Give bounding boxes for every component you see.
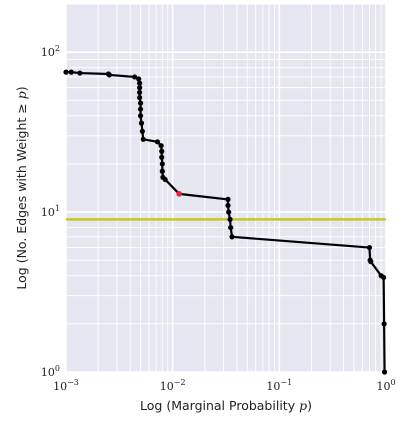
series-point <box>366 244 373 251</box>
series-point <box>159 168 165 174</box>
series-point <box>225 202 231 209</box>
series-point <box>138 120 145 126</box>
series-point <box>137 94 143 101</box>
x-tick-label: 10−2 <box>160 378 186 393</box>
series-point <box>226 209 232 215</box>
series-point <box>381 274 387 281</box>
series-point <box>77 70 83 76</box>
y-tick-labels: 100 101 102 <box>41 44 60 379</box>
series-point <box>381 321 387 327</box>
series-point <box>158 143 164 149</box>
series-point <box>368 259 374 265</box>
x-axis-label: Log (Marginal Probability p) <box>140 398 312 413</box>
series-point <box>132 74 138 80</box>
series-point <box>137 80 143 86</box>
x-tick-label: 100 <box>376 378 395 393</box>
x-tick-label: 10−1 <box>266 378 292 393</box>
series-point <box>139 128 145 134</box>
series-point <box>63 69 69 75</box>
y-tick-label: 101 <box>41 204 60 219</box>
series-point <box>159 148 165 154</box>
series-point <box>137 85 143 91</box>
series-point <box>381 369 388 375</box>
series-point <box>154 139 161 145</box>
series-point <box>140 136 146 142</box>
series-point <box>106 72 112 78</box>
series-point <box>68 69 74 75</box>
plot-background <box>66 4 386 372</box>
x-tick-label: 10−3 <box>53 378 79 393</box>
series-point <box>227 216 233 222</box>
series-point <box>228 224 234 231</box>
series-point <box>162 176 168 183</box>
y-axis-label: Log (No. Edges with Weight ≥ p) <box>14 86 29 289</box>
y-tick-label: 100 <box>41 364 60 379</box>
series-point <box>159 161 165 167</box>
series-point <box>137 113 144 119</box>
highlight-point <box>176 191 182 197</box>
series-point <box>137 89 143 96</box>
x-tick-labels: 10−3 10−2 10−1 100 <box>53 378 395 393</box>
series-point <box>137 100 144 106</box>
series-point <box>136 76 142 82</box>
series-point <box>229 234 235 240</box>
series-point <box>137 106 144 112</box>
series-point <box>159 154 165 160</box>
series-point <box>225 196 231 203</box>
y-tick-label: 102 <box>41 44 60 59</box>
